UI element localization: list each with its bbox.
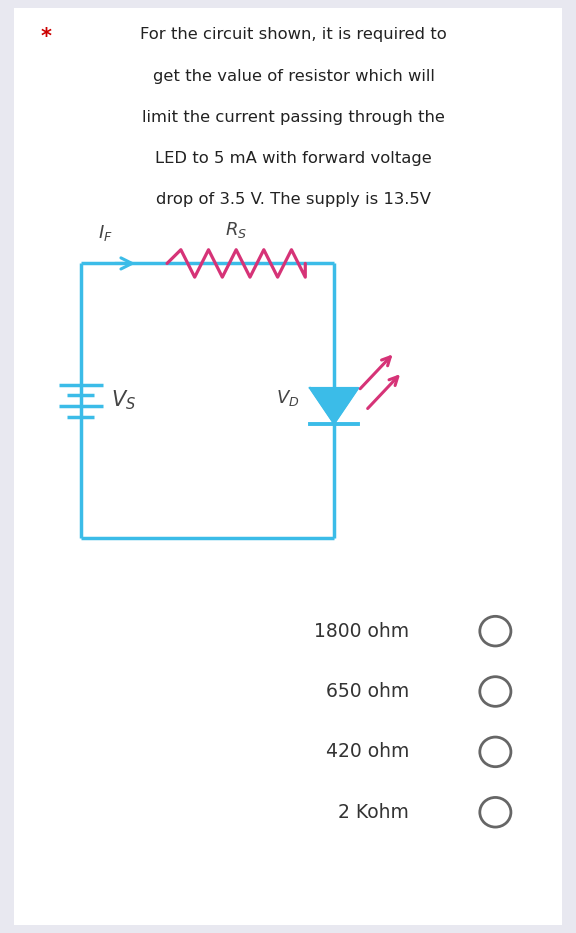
- Text: limit the current passing through the: limit the current passing through the: [142, 110, 445, 125]
- Text: $R_S$: $R_S$: [225, 220, 247, 241]
- Text: $I_F$: $I_F$: [98, 223, 113, 243]
- Text: 420 ohm: 420 ohm: [325, 743, 409, 761]
- Text: 1800 ohm: 1800 ohm: [314, 621, 409, 641]
- Text: 2 Kohm: 2 Kohm: [338, 802, 409, 822]
- Text: $V_D$: $V_D$: [276, 388, 300, 408]
- Text: $V_S$: $V_S$: [111, 389, 136, 412]
- Text: drop of 3.5 V. The supply is 13.5V: drop of 3.5 V. The supply is 13.5V: [156, 192, 431, 207]
- Polygon shape: [310, 388, 358, 424]
- Text: 650 ohm: 650 ohm: [325, 682, 409, 701]
- Text: LED to 5 mA with forward voltage: LED to 5 mA with forward voltage: [156, 151, 432, 166]
- Text: *: *: [40, 27, 51, 48]
- Text: For the circuit shown, it is required to: For the circuit shown, it is required to: [141, 27, 447, 42]
- FancyBboxPatch shape: [14, 8, 562, 925]
- Text: get the value of resistor which will: get the value of resistor which will: [153, 69, 435, 84]
